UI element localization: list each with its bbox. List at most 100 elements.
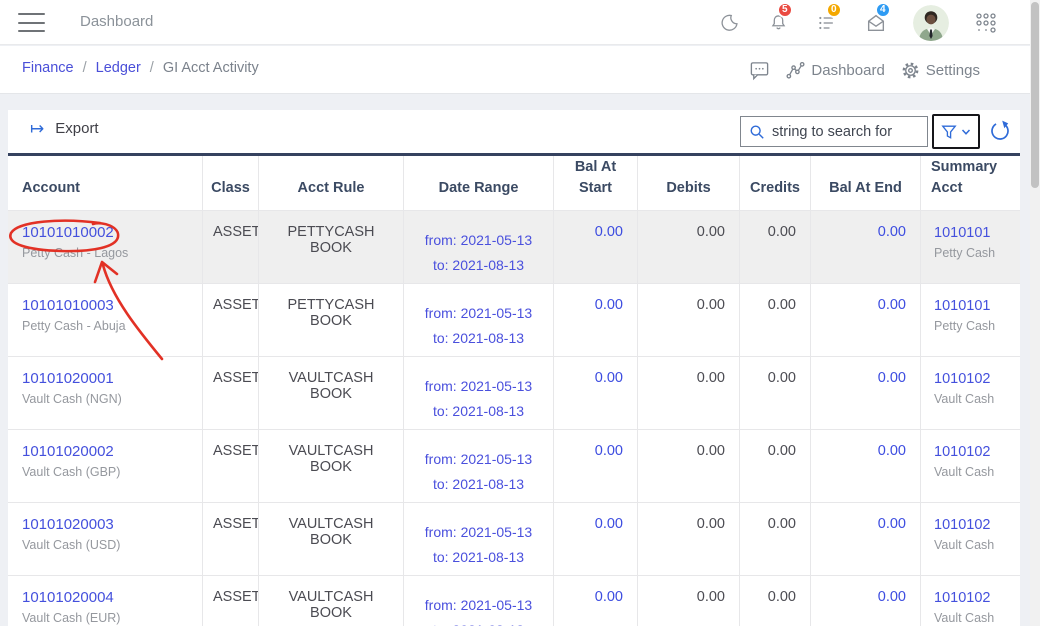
column-header-bal-at-start: Bal At Start: [554, 156, 638, 210]
bal-at-end-link[interactable]: 0.00: [811, 430, 921, 502]
date-range-cell: from: 2021-05-13 to: 2021-08-13: [404, 576, 554, 626]
date-from-link[interactable]: from: 2021-05-13: [424, 378, 533, 394]
account-number-link[interactable]: 10101020003: [22, 516, 114, 533]
summary-acct-link[interactable]: 1010102: [934, 590, 991, 606]
column-header-acct-rule: Acct Rule: [259, 156, 404, 210]
breadcrumb-actions: Dashboard Settings: [749, 46, 980, 94]
bal-at-start-link[interactable]: 0.00: [554, 211, 638, 283]
filter-button[interactable]: [932, 114, 980, 149]
summary-acct-link[interactable]: 1010102: [934, 444, 991, 460]
date-to-link[interactable]: to: 2021-08-13: [432, 549, 525, 565]
breadcrumb-current-page: GI Acct Activity: [162, 60, 259, 76]
bal-at-end-link[interactable]: 0.00: [811, 357, 921, 429]
date-range-cell: from: 2021-05-13 to: 2021-08-13: [404, 503, 554, 575]
acct-rule-cell: PETTYCASH BOOK: [259, 284, 404, 356]
debits-cell: 0.00: [638, 430, 740, 502]
messages-count-badge: 4: [875, 1, 891, 18]
breadcrumb-bar: Finance / Ledger / GI Acct Activity Dash…: [0, 46, 1030, 94]
scrollbar-thumb[interactable]: [1031, 2, 1039, 188]
account-number-link[interactable]: 10101010002: [22, 224, 114, 241]
tasks-list-icon[interactable]: 0: [815, 1, 842, 35]
messages-mail-icon[interactable]: 4: [864, 1, 891, 35]
dashboard-action-label: Dashboard: [811, 61, 885, 79]
summary-acct-link[interactable]: 1010101: [934, 225, 991, 241]
summary-acct-description: Vault Cash: [934, 392, 995, 406]
acct-rule-cell: VAULTCASH BOOK: [259, 576, 404, 626]
date-to-link[interactable]: to: 2021-08-13: [432, 476, 525, 492]
dashboard-action[interactable]: Dashboard: [786, 61, 885, 80]
account-cell: 10101020004 Vault Cash (EUR): [8, 576, 203, 626]
account-number-link[interactable]: 10101020004: [22, 589, 114, 606]
user-avatar[interactable]: [913, 4, 949, 41]
export-button[interactable]: ↦ Export: [30, 120, 99, 137]
breadcrumb-ledger-link[interactable]: Ledger: [95, 60, 141, 76]
summary-acct-link[interactable]: 1010102: [934, 371, 991, 387]
apps-grid-icon[interactable]: [974, 11, 998, 35]
bal-at-end-link[interactable]: 0.00: [811, 211, 921, 283]
node-graph-icon: [786, 61, 805, 79]
summary-acct-link[interactable]: 1010102: [934, 517, 991, 533]
bal-at-start-link[interactable]: 0.00: [554, 503, 638, 575]
credits-cell: 0.00: [740, 430, 811, 502]
class-cell: ASSET: [203, 357, 259, 429]
date-to-link[interactable]: to: 2021-08-13: [432, 257, 525, 273]
column-header-summary-acct: Summary Acct: [931, 158, 998, 196]
table-header-row: Account Class Acct Rule Date Range Bal At St…: [8, 153, 1020, 210]
search-box: [740, 116, 928, 147]
hamburger-menu-icon[interactable]: [18, 13, 45, 32]
table-body: 10101010002 Petty Cash - Lagos ASSET PET…: [8, 210, 1020, 626]
date-to-link[interactable]: to: 2021-08-13: [414, 618, 543, 626]
top-bar: Dashboard 5 0 4: [0, 0, 1030, 45]
comment-icon[interactable]: [749, 60, 770, 81]
table-toolbar: ↦ Export: [8, 110, 1020, 153]
notifications-count-badge: 5: [777, 1, 793, 18]
date-from-link[interactable]: from: 2021-05-13: [424, 597, 533, 613]
table-row: 10101010003 Petty Cash - Abuja ASSET PET…: [8, 283, 1020, 356]
scrollbar[interactable]: [1030, 0, 1040, 626]
account-cell: 10101010002 Petty Cash - Lagos: [8, 211, 203, 283]
credits-cell: 0.00: [740, 576, 811, 626]
summary-acct-cell: 1010101 Petty Cash: [921, 284, 1020, 356]
table-row: 10101020003 Vault Cash (USD) ASSET VAULT…: [8, 502, 1020, 575]
class-cell: ASSET: [203, 576, 259, 626]
account-number-link[interactable]: 10101020002: [22, 443, 114, 460]
debits-cell: 0.00: [638, 284, 740, 356]
account-number-link[interactable]: 10101020001: [22, 370, 114, 387]
date-to-link[interactable]: to: 2021-08-13: [432, 403, 525, 419]
bal-at-end-link[interactable]: 0.00: [811, 503, 921, 575]
column-header-credits: Credits: [740, 156, 811, 210]
column-header-account: Account: [8, 156, 203, 210]
dark-mode-moon-icon[interactable]: [717, 11, 741, 35]
bal-at-end-link[interactable]: 0.00: [811, 284, 921, 356]
summary-acct-cell: 1010102 Vault Cash: [921, 576, 1020, 626]
filter-funnel-icon: [941, 125, 957, 139]
date-range-cell: from: 2021-05-13 to: 2021-08-13: [404, 430, 554, 502]
bal-at-start-link[interactable]: 0.00: [554, 576, 638, 626]
refresh-button[interactable]: [988, 119, 1012, 143]
debits-cell: 0.00: [638, 211, 740, 283]
breadcrumb-finance-link[interactable]: Finance: [22, 60, 74, 76]
credits-cell: 0.00: [740, 503, 811, 575]
search-input[interactable]: [772, 123, 919, 140]
date-from-link[interactable]: from: 2021-05-13: [424, 451, 533, 467]
bal-at-start-link[interactable]: 0.00: [554, 430, 638, 502]
bal-at-start-link[interactable]: 0.00: [554, 284, 638, 356]
date-from-link[interactable]: from: 2021-05-13: [424, 305, 533, 321]
date-to-link[interactable]: to: 2021-08-13: [432, 330, 525, 346]
summary-acct-link[interactable]: 1010101: [934, 298, 991, 314]
account-number-link[interactable]: 10101010003: [22, 297, 114, 314]
date-from-link[interactable]: from: 2021-05-13: [424, 232, 533, 248]
debits-cell: 0.00: [638, 357, 740, 429]
settings-action[interactable]: Settings: [901, 61, 980, 80]
account-description: Vault Cash (EUR): [22, 611, 121, 625]
summary-acct-description: Petty Cash: [934, 246, 996, 260]
breadcrumb: Finance / Ledger / GI Acct Activity: [22, 60, 259, 76]
class-cell: ASSET: [203, 503, 259, 575]
bal-at-end-link[interactable]: 0.00: [811, 576, 921, 626]
summary-acct-cell: 1010102 Vault Cash: [921, 503, 1020, 575]
account-description: Vault Cash (NGN): [22, 392, 122, 406]
bal-at-start-link[interactable]: 0.00: [554, 357, 638, 429]
notifications-bell-icon[interactable]: 5: [766, 1, 793, 35]
date-from-link[interactable]: from: 2021-05-13: [424, 524, 533, 540]
column-header-bal-at-end: Bal At End: [811, 156, 921, 210]
